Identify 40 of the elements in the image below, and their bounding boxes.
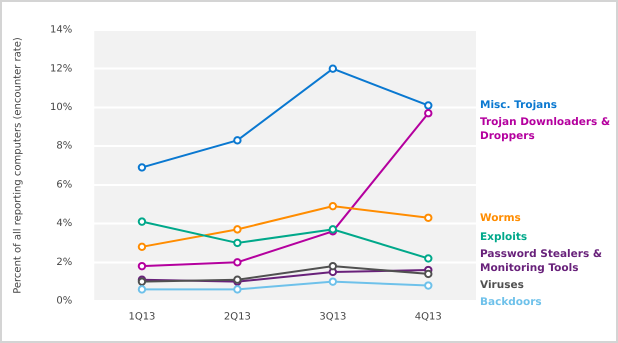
- x-tick-label: 3Q13: [319, 312, 346, 323]
- y-tick-label: 6%: [56, 179, 72, 190]
- text: Backdoors: [480, 295, 543, 309]
- point: [424, 254, 432, 263]
- y-tick-label: 12%: [50, 63, 72, 74]
- point: [424, 109, 432, 118]
- point: [328, 202, 338, 210]
- point: [424, 270, 432, 278]
- y-tick-label: 8%: [56, 140, 72, 152]
- point: [424, 281, 432, 290]
- point: [328, 262, 338, 270]
- point: [138, 285, 146, 294]
- point: [138, 262, 146, 270]
- point: [328, 277, 338, 286]
- text: Misc. Trojans: [480, 98, 558, 112]
- y-tick-label: 2%: [56, 256, 72, 268]
- point: [424, 214, 432, 222]
- point: [138, 242, 146, 251]
- text: Worms: [480, 210, 522, 225]
- point: [424, 101, 432, 110]
- y-tick-label: 14%: [50, 24, 72, 36]
- y-tick-label: 4%: [56, 218, 72, 230]
- point: [233, 136, 242, 145]
- text: Exploits: [480, 230, 528, 244]
- point: [328, 64, 338, 73]
- point: [233, 258, 242, 266]
- point: [138, 163, 146, 172]
- point: [138, 217, 146, 226]
- point: [233, 285, 242, 294]
- y-axis-title: Percent of all reporting computers (encounter rate): [12, 37, 24, 294]
- x-tick-label: 4Q13: [414, 312, 442, 323]
- text: Trojan Downloaders & Droppers: [480, 115, 612, 144]
- x-tick-label: 2Q13: [224, 312, 251, 323]
- y-tick-label: 10%: [50, 102, 72, 114]
- y-tick-label: 0%: [56, 296, 72, 307]
- x-tick-label: 1Q13: [128, 312, 156, 323]
- point: [233, 225, 242, 234]
- point: [233, 238, 242, 248]
- text: Viruses: [480, 278, 525, 292]
- text: Password Stealers & Monitoring Tools: [480, 247, 604, 275]
